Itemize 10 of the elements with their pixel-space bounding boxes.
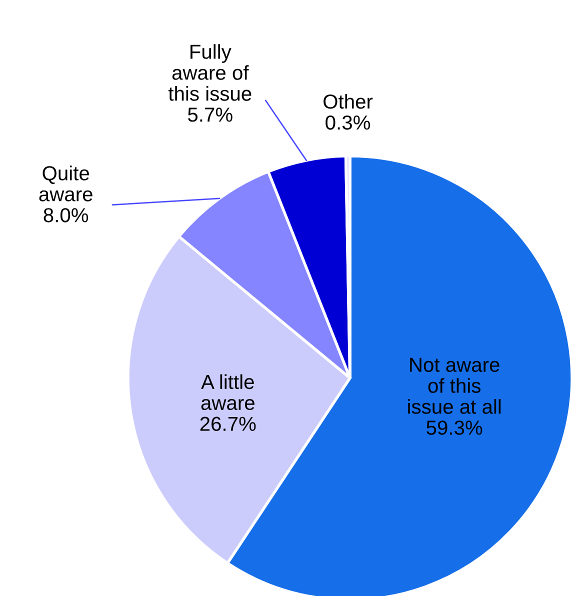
data-label: 0.3% [326,115,370,130]
slice-label: A little aware [201,374,254,410]
slice-label: Quite aware [39,166,92,202]
data-label: 26.7% [200,416,256,432]
data-label: 5.7% [188,108,232,122]
data-label: 8.0% [44,208,88,222]
data-label: 59.3% [426,420,482,435]
slice-label: Other [324,94,373,109]
slice-label: Fully aware of this issue [168,44,252,101]
slice-label: Not aware of this issue at all [408,358,501,414]
